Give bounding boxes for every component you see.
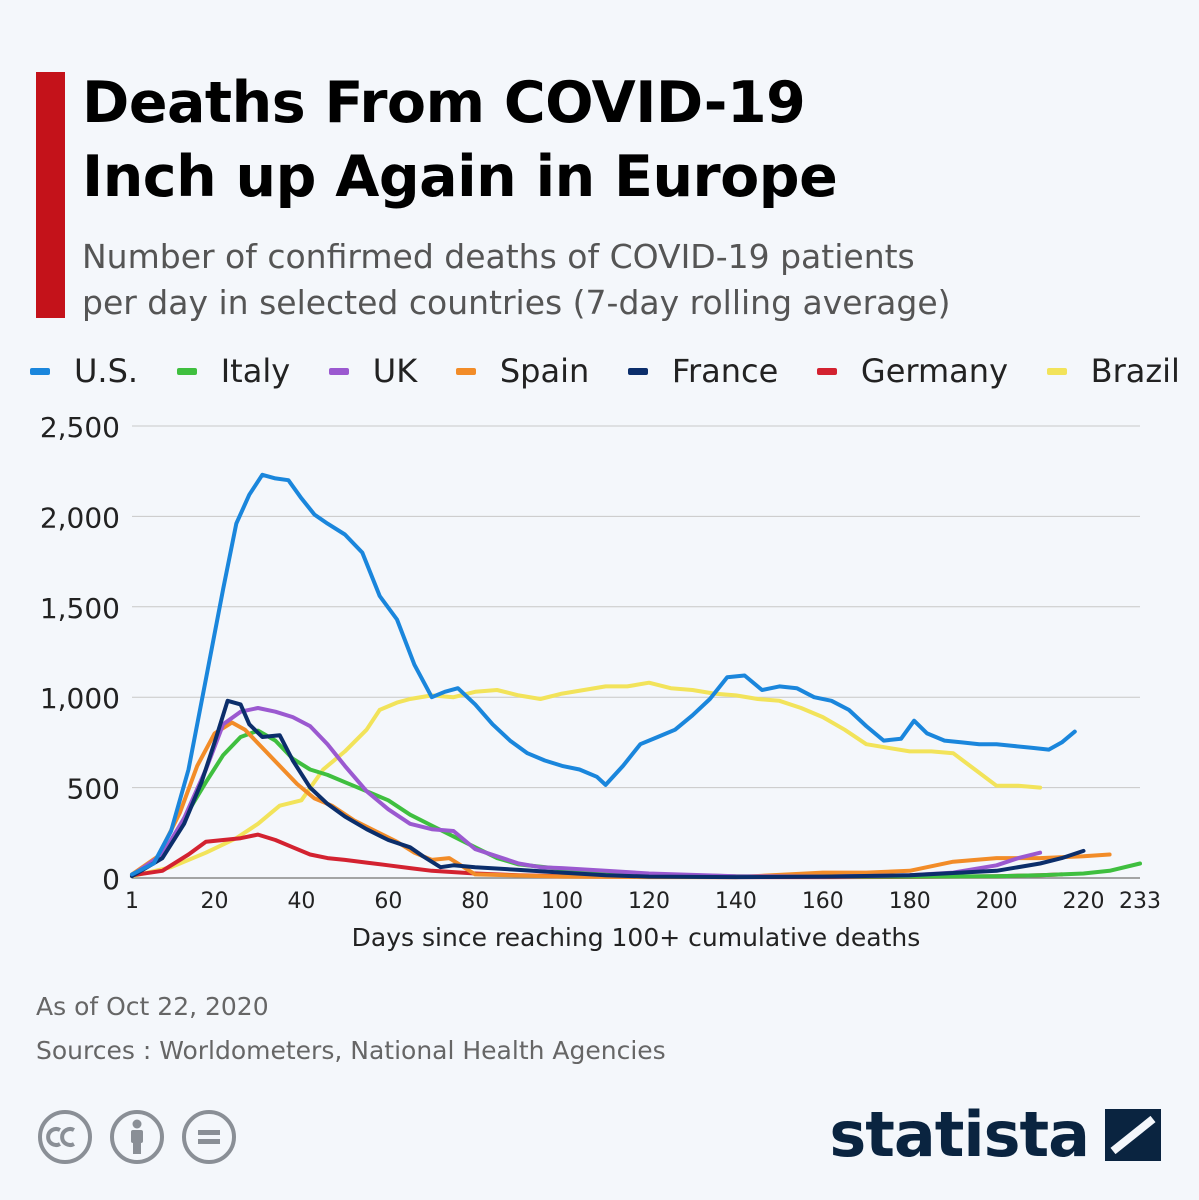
statista-logo-icon	[1105, 1108, 1161, 1161]
chart-legend: U.S. Italy UK Spain France Germany Brazil	[30, 352, 1180, 390]
legend-swatch-icon	[176, 367, 197, 375]
x-tick-label: 220	[1063, 889, 1105, 914]
subtitle-line-1: Number of confirmed deaths of COVID-19 p…	[82, 237, 915, 276]
statista-brand[interactable]: statista	[829, 1098, 1163, 1171]
x-tick-label: 200	[976, 889, 1018, 914]
legend-item-us[interactable]: U.S.	[30, 352, 138, 390]
x-tick-label: 20	[201, 889, 229, 914]
series-line-us	[130, 472, 1077, 877]
y-tick-label: 1,500	[40, 592, 120, 625]
legend-item-spain[interactable]: Spain	[455, 352, 590, 390]
series-line-france	[130, 698, 1086, 880]
legend-swatch-icon	[1046, 367, 1067, 375]
x-tick-label: 233	[1119, 889, 1161, 914]
by-icon[interactable]	[108, 1108, 166, 1166]
title-line-1: Deaths From COVID-19	[82, 70, 806, 136]
legend-label: Italy	[220, 352, 291, 390]
x-tick-label: 100	[541, 889, 583, 914]
y-tick-label: 2,000	[40, 501, 120, 534]
x-tick-label: 160	[802, 889, 844, 914]
y-tick-label: 0	[102, 863, 120, 896]
x-tick-label: 120	[628, 889, 670, 914]
chart-title: Deaths From COVID-19 Inch up Again in Eu…	[82, 66, 838, 214]
x-tick-label: 180	[889, 889, 931, 914]
legend-item-germany[interactable]: Germany	[816, 352, 1008, 390]
nd-icon[interactable]	[180, 1108, 238, 1166]
legend-label: U.S.	[74, 352, 139, 390]
x-tick-label: 140	[715, 889, 757, 914]
legend-item-uk[interactable]: UK	[328, 352, 418, 390]
cc-icon[interactable]	[36, 1108, 94, 1166]
chart-subtitle: Number of confirmed deaths of COVID-19 p…	[82, 234, 951, 326]
y-tick-label: 2,500	[40, 411, 120, 444]
legend-label: Germany	[860, 352, 1008, 390]
legend-swatch-icon	[816, 367, 837, 375]
x-tick-label: 60	[374, 889, 402, 914]
x-tick-label: 1	[125, 889, 139, 914]
legend-swatch-icon	[627, 367, 648, 375]
legend-label: France	[671, 352, 779, 390]
legend-item-italy[interactable]: Italy	[176, 352, 291, 390]
legend-swatch-icon	[30, 367, 50, 375]
legend-item-france[interactable]: France	[627, 352, 779, 390]
y-tick-label: 1,000	[40, 682, 120, 715]
license-icons	[36, 1108, 238, 1166]
legend-item-brazil[interactable]: Brazil	[1046, 352, 1180, 390]
legend-label: UK	[372, 352, 418, 390]
x-axis-label: Days since reaching 100+ cumulative deat…	[352, 923, 921, 952]
brand-name: statista	[829, 1098, 1090, 1171]
as-of-date: As of Oct 22, 2020	[36, 992, 269, 1021]
y-tick-label: 500	[67, 773, 120, 806]
sources-note: Sources : Worldometers, National Health …	[36, 1036, 666, 1065]
legend-swatch-icon	[328, 367, 349, 375]
x-tick-label: 80	[461, 889, 489, 914]
legend-swatch-icon	[455, 367, 476, 375]
legend-label: Brazil	[1090, 352, 1180, 390]
title-line-2: Inch up Again in Europe	[82, 144, 838, 210]
subtitle-line-2: per day in selected countries (7-day rol…	[82, 283, 951, 322]
title-accent-bar	[36, 72, 65, 318]
x-tick-label: 40	[287, 889, 315, 914]
series-line-brazil	[130, 680, 1043, 879]
legend-label: Spain	[499, 352, 590, 390]
